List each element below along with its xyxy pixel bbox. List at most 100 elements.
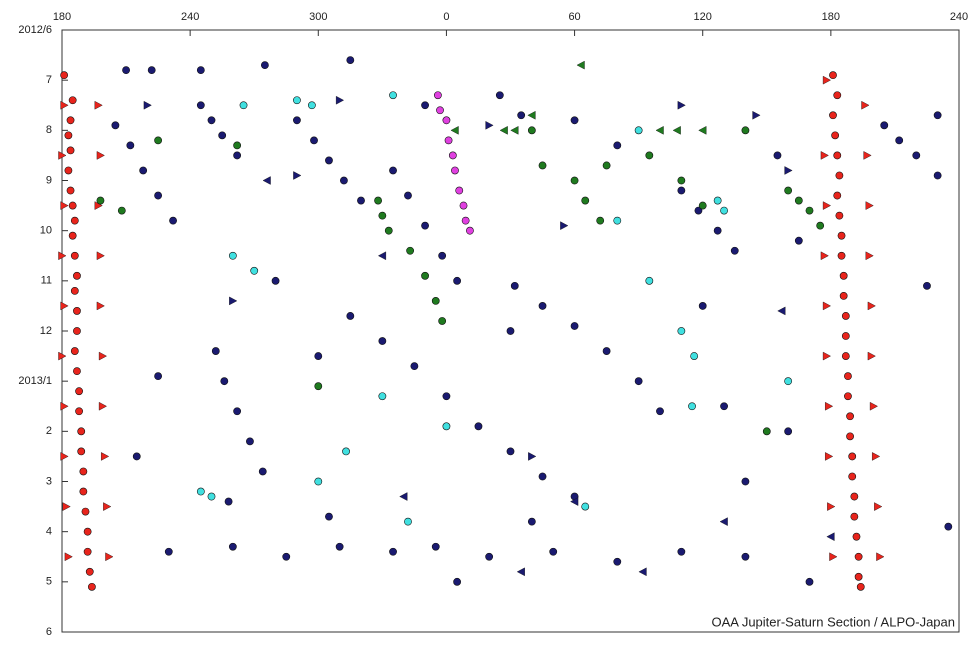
- point: [602, 347, 611, 355]
- point: [66, 146, 75, 155]
- point: [342, 447, 350, 456]
- triangle-point: [827, 502, 836, 511]
- point: [880, 121, 889, 130]
- point: [698, 302, 707, 310]
- triangle-point: [293, 171, 302, 180]
- triangle-point: [822, 201, 832, 210]
- point: [218, 131, 227, 140]
- triangle-point: [867, 301, 876, 311]
- triangle-point: [105, 552, 114, 562]
- point: [444, 136, 453, 145]
- point: [421, 221, 429, 230]
- point: [325, 156, 333, 165]
- point: [835, 211, 844, 220]
- point: [88, 582, 96, 591]
- triangle-point: [822, 351, 832, 361]
- point: [70, 251, 79, 260]
- point: [570, 322, 579, 330]
- y-tick-label: 2: [46, 425, 52, 437]
- point: [895, 136, 904, 145]
- point: [310, 136, 318, 145]
- point: [602, 161, 611, 170]
- point: [570, 116, 579, 125]
- point: [730, 246, 739, 255]
- triangle-point: [869, 401, 878, 411]
- point: [307, 101, 316, 110]
- point: [271, 276, 280, 285]
- point: [856, 582, 865, 591]
- point: [378, 392, 387, 401]
- triangle-point: [64, 552, 73, 562]
- point: [154, 191, 163, 200]
- point: [228, 542, 237, 551]
- point: [410, 362, 419, 371]
- point: [816, 221, 825, 230]
- point: [844, 372, 852, 381]
- point: [169, 216, 177, 225]
- point: [75, 387, 83, 396]
- point: [688, 402, 696, 411]
- triangle-point: [98, 401, 108, 411]
- point: [282, 552, 291, 561]
- point: [833, 91, 842, 100]
- point: [835, 171, 844, 180]
- point: [634, 126, 643, 135]
- point: [404, 191, 412, 200]
- point: [66, 116, 75, 125]
- point: [912, 151, 921, 160]
- triangle-point: [861, 100, 870, 110]
- point: [79, 487, 88, 496]
- triangle-point: [784, 166, 793, 175]
- point: [117, 206, 126, 215]
- triangle-point: [876, 552, 885, 562]
- y-tick-label: 4: [46, 526, 52, 538]
- point: [841, 352, 850, 360]
- point: [325, 512, 333, 521]
- point: [741, 126, 750, 135]
- point: [224, 497, 233, 506]
- y-tick-label: 9: [46, 174, 52, 186]
- point: [485, 552, 494, 561]
- triangle-point: [825, 401, 834, 411]
- point: [538, 472, 547, 481]
- triangle-point: [872, 452, 881, 461]
- point: [293, 116, 301, 125]
- x-tick-label: 0: [443, 11, 449, 23]
- point: [848, 472, 857, 481]
- triangle-point: [60, 452, 69, 461]
- x-tick-label: 180: [822, 11, 840, 23]
- point: [833, 191, 842, 200]
- point: [613, 557, 622, 566]
- point: [211, 347, 220, 355]
- triangle-point: [58, 151, 67, 160]
- point: [784, 186, 793, 195]
- point: [538, 161, 547, 170]
- point: [690, 352, 699, 360]
- point: [846, 432, 854, 441]
- point: [453, 276, 462, 285]
- triangle-point: [698, 126, 707, 135]
- point: [246, 437, 254, 446]
- point: [73, 367, 81, 376]
- triangle-point: [62, 502, 71, 511]
- point: [784, 377, 793, 386]
- point: [461, 216, 470, 225]
- point: [459, 201, 468, 210]
- point: [68, 231, 77, 240]
- point: [841, 312, 850, 320]
- point: [70, 216, 79, 225]
- point: [613, 216, 622, 225]
- triangle-point: [867, 351, 876, 361]
- point: [346, 312, 355, 320]
- point: [250, 266, 259, 275]
- triangle-point: [399, 492, 408, 501]
- triangle-point: [58, 351, 67, 361]
- point: [378, 211, 387, 220]
- triangle-point: [60, 100, 69, 110]
- point: [83, 527, 92, 536]
- point: [453, 577, 462, 586]
- x-tick-label: 240: [181, 11, 199, 23]
- point: [228, 251, 237, 260]
- point: [132, 452, 141, 461]
